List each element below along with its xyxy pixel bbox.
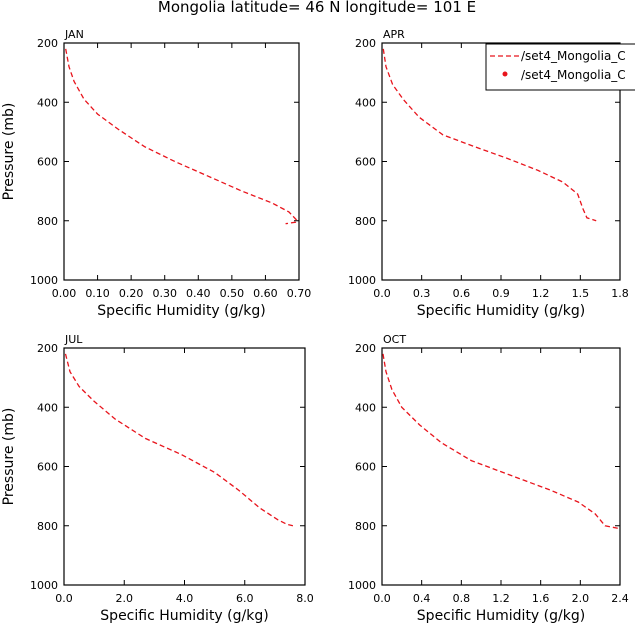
x-tick-label: 0.6	[453, 287, 471, 300]
plot-frame	[381, 347, 621, 586]
panel-month-label: JAN	[64, 28, 84, 41]
y-tick-label: 600	[37, 461, 58, 474]
x-tick-label: 0.40	[186, 287, 211, 300]
y-tick-label: 1000	[30, 579, 58, 592]
x-tick-label: 0.60	[253, 287, 278, 300]
figure-title: Mongolia latitude= 46 N longitude= 101 E	[158, 0, 476, 16]
y-tick-label: 800	[37, 215, 58, 228]
x-tick-label: 0.4	[413, 592, 431, 605]
y-tick-label: 600	[355, 461, 376, 474]
x-tick-label: 6.0	[236, 592, 254, 605]
x-tick-label: 0.00	[52, 287, 77, 300]
y-tick-label: 400	[355, 401, 376, 414]
y-tick-label: 800	[37, 520, 58, 533]
x-axis-label: Specific Humidity (g/kg)	[97, 303, 265, 319]
x-axis-label: Specific Humidity (g/kg)	[100, 608, 268, 624]
x-tick-label: 2.0	[572, 592, 590, 605]
x-tick-label: 0.10	[85, 287, 110, 300]
x-tick-label: 0.50	[220, 287, 245, 300]
series-line	[382, 48, 597, 222]
panel-jul: JUL 0.0 2.0 4.0 6.0 8.0 200 400 600 800 1000 Specif…	[1, 333, 314, 624]
x-tick-label: 1.5	[572, 287, 590, 300]
y-tick-label: 400	[355, 96, 376, 109]
y-axis-label: Pressure (mb)	[1, 103, 17, 201]
y-tick-label: 200	[355, 37, 376, 50]
x-tick-label: 1.6	[532, 592, 550, 605]
panel-apr: APR 0.0 0.3 0.6 0.9 1.2 1.5 1.8 200 400 600 800 1000…	[348, 28, 629, 319]
series-line	[64, 353, 294, 527]
panel-oct: OCT 0.0 0.4 0.8 1.2 1.6 2.0 2.4 200 400 600 800 1000…	[348, 333, 629, 624]
panel-month-label: APR	[383, 28, 405, 41]
legend-label: /set4_Mongolia_C	[521, 49, 626, 63]
x-tick-label: 0.0	[373, 592, 391, 605]
x-tick-label: 1.2	[532, 287, 550, 300]
panel-jan: JAN 0.00 0.10 0.20 0.30 0.40 0.50 0.60 0.70 200 40…	[1, 28, 311, 319]
x-tick-label: 0.3	[413, 287, 431, 300]
y-tick-label: 200	[37, 342, 58, 355]
legend-box	[485, 43, 635, 91]
x-tick-label: 4.0	[176, 592, 194, 605]
y-tick-label: 800	[355, 215, 376, 228]
x-tick-label: 0.20	[119, 287, 144, 300]
legend-label: /set4_Mongolia_C	[521, 68, 626, 82]
y-tick-label: 400	[37, 401, 58, 414]
x-tick-label: 0.0	[373, 287, 391, 300]
x-axis-label: Specific Humidity (g/kg)	[417, 608, 585, 624]
legend-dot-swatch	[502, 71, 508, 77]
y-tick-label: 1000	[348, 579, 376, 592]
chart-panels: JAN 0.00 0.10 0.20 0.30 0.40 0.50 0.60 0.70 200 40…	[1, 28, 629, 624]
y-tick-label: 800	[355, 520, 376, 533]
x-tick-label: 0.0	[55, 592, 73, 605]
plot-frame	[63, 347, 306, 586]
series-line	[65, 48, 299, 225]
y-tick-label: 400	[37, 96, 58, 109]
y-tick-label: 1000	[348, 274, 376, 287]
x-tick-label: 1.2	[492, 592, 510, 605]
x-tick-label: 2.4	[611, 592, 629, 605]
x-tick-label: 0.30	[152, 287, 177, 300]
x-tick-label: 1.8	[611, 287, 629, 300]
panel-month-label: JUL	[64, 333, 83, 346]
series-line	[382, 353, 621, 530]
plot-frame	[63, 42, 300, 281]
x-tick-label: 0.9	[492, 287, 510, 300]
y-tick-label: 600	[355, 156, 376, 169]
panel-month-label: OCT	[383, 333, 406, 346]
x-tick-label: 0.8	[453, 592, 471, 605]
y-axis-label: Pressure (mb)	[1, 408, 17, 506]
x-tick-label: 8.0	[296, 592, 314, 605]
x-tick-label: 0.70	[287, 287, 312, 300]
y-tick-label: 600	[37, 156, 58, 169]
y-tick-label: 1000	[30, 274, 58, 287]
y-tick-label: 200	[355, 342, 376, 355]
legend: /set4_Mongolia_C/set4_Mongolia_C	[485, 43, 635, 91]
x-tick-label: 2.0	[116, 592, 134, 605]
y-tick-label: 200	[37, 37, 58, 50]
x-axis-label: Specific Humidity (g/kg)	[417, 303, 585, 319]
